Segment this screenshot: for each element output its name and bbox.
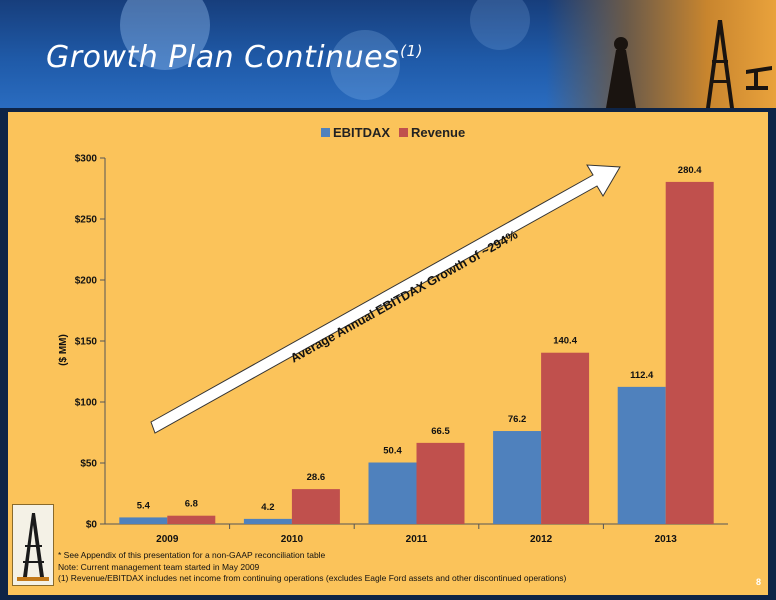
slide-title: Growth Plan Continues(1) [46,40,423,75]
y-tick-label: $100 [75,398,98,409]
bar-ebitdax-2010 [243,518,292,524]
x-tick-label: 2013 [655,534,678,545]
data-label-ebitdax-2010: 4.2 [261,502,274,513]
bar-ebitdax-2013 [617,386,666,524]
y-tick-label: $250 [75,215,98,226]
y-tick-label: $50 [80,459,97,470]
slide-header: Growth Plan Continues(1) [0,0,776,108]
data-label-revenue-2009: 6.8 [185,499,198,510]
growth-arrow-label: Average Annual EBITDAX Growth of ~294% [288,228,520,366]
data-label-ebitdax-2009: 5.4 [137,500,151,511]
bar-revenue-2012 [541,352,590,524]
header-glow [330,30,400,100]
data-label-revenue-2010: 28.6 [307,472,326,483]
y-axis-label: ($ MM) [58,334,69,366]
oil-rig-silhouette-icon [606,20,772,108]
slide-title-text: Growth Plan Continues [46,40,400,75]
derrick-logo-icon [17,513,49,581]
x-tick-label: 2010 [281,534,304,545]
oilfield-photo [546,0,776,108]
legend-label-revenue: Revenue [411,125,465,140]
legend-swatch-ebitdax [321,128,330,137]
company-logo [12,504,54,586]
footnote-management: Note: Current management team started in… [58,561,260,572]
legend-swatch-revenue [399,128,408,137]
bar-revenue-2009 [167,515,216,524]
bar-ebitdax-2012 [493,431,542,524]
growth-arrow [150,164,621,434]
bar-ebitdax-2009 [119,517,168,524]
bar-revenue-2010 [291,489,340,524]
legend-label-ebitdax: EBITDAX [333,125,390,140]
y-tick-label: $150 [75,337,98,348]
bar-ebitdax-2011 [368,462,417,524]
header-glow [120,0,210,70]
slide-title-superscript: (1) [400,42,423,60]
data-label-ebitdax-2011: 50.4 [383,446,402,457]
chart-panel: EBITDAX Revenue ($ MM) Average Annual EB… [8,112,768,595]
x-tick-label: 2012 [530,534,553,545]
y-tick-label: $300 [75,154,98,165]
chart-bars: 5.4 6.8 4.2 28.6 50.4 66.5 76.2 140.4 112.4 280.4 [119,165,714,525]
x-tick-label: 2011 [406,534,428,545]
data-label-ebitdax-2012: 76.2 [508,414,527,425]
y-tick-label: $200 [75,276,98,287]
data-label-revenue-2011: 66.5 [431,426,450,437]
data-label-revenue-2013: 280.4 [678,165,702,176]
x-tick-label: 2009 [156,534,179,545]
chart-legend: EBITDAX Revenue [321,125,465,140]
bar-revenue-2013 [665,181,714,525]
data-label-revenue-2012: 140.4 [553,336,577,347]
page-number: 8 [756,577,762,587]
y-tick-label: $0 [86,520,98,531]
footnote-appendix: * See Appendix of this presentation for … [58,550,326,560]
bar-chart: EBITDAX Revenue ($ MM) Average Annual EB… [58,125,728,545]
footnote-revenue-definition: (1) Revenue/EBITDAX includes net income … [58,573,567,583]
footnotes: * See Appendix of this presentation for … [58,550,566,585]
data-label-ebitdax-2013: 112.4 [630,370,654,381]
header-glow [470,0,530,50]
bar-revenue-2011 [416,442,465,524]
